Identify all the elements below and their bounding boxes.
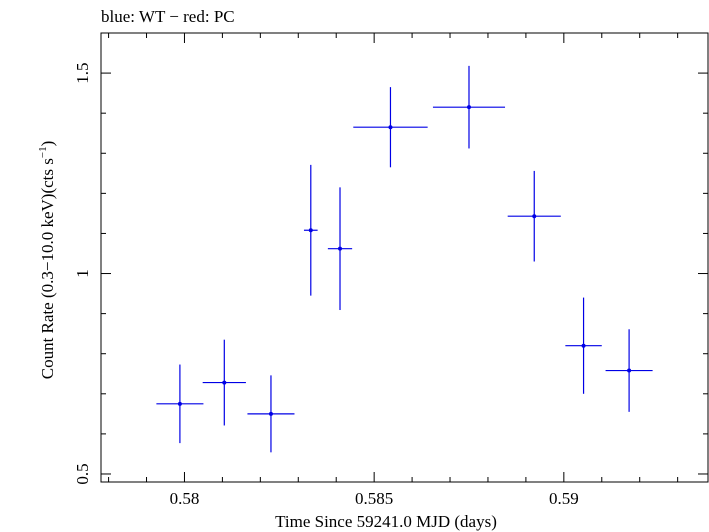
point-marker	[308, 228, 313, 233]
data-point	[247, 375, 295, 453]
y-tick-label: 1	[73, 269, 92, 278]
data-point	[156, 364, 204, 444]
point-marker	[581, 343, 586, 348]
y-axis-label-main: Count Rate (0.3−10.0 keV)(cts s	[38, 158, 57, 379]
point-marker	[388, 125, 393, 130]
y-tick-label: 0.5	[73, 463, 92, 484]
axis-tick-labels: 0.58 0.585 0.59 0.5 1 1.5	[73, 62, 579, 508]
point-marker	[222, 380, 227, 385]
data-point	[565, 297, 602, 394]
y-tick-label: 1.5	[73, 62, 92, 83]
data-point	[605, 329, 653, 412]
x-tick-label: 0.58	[170, 489, 200, 508]
x-tick-label: 0.585	[355, 489, 393, 508]
chart-title: blue: WT − red: PC	[101, 7, 235, 26]
point-marker	[466, 105, 471, 110]
data-points	[156, 65, 653, 453]
data-point	[303, 164, 318, 296]
x-axis-label: Time Since 59241.0 MJD (days)	[275, 512, 497, 531]
data-point	[353, 87, 428, 168]
axis-ticks	[101, 32, 708, 482]
y-axis-label-tail: )	[38, 141, 57, 147]
point-marker	[268, 411, 273, 416]
data-point	[327, 187, 353, 311]
data-point	[507, 170, 561, 262]
point-marker	[338, 246, 343, 251]
y-axis-label: Count Rate (0.3−10.0 keV)(cts s−1)	[37, 141, 57, 380]
x-tick-label: 0.59	[549, 489, 579, 508]
point-marker	[627, 368, 632, 373]
y-axis-label-superscript: −1	[37, 146, 49, 158]
data-point	[202, 339, 246, 426]
point-marker	[177, 401, 182, 406]
data-point	[432, 65, 506, 149]
plot-frame	[100, 32, 709, 483]
point-marker	[532, 214, 537, 219]
